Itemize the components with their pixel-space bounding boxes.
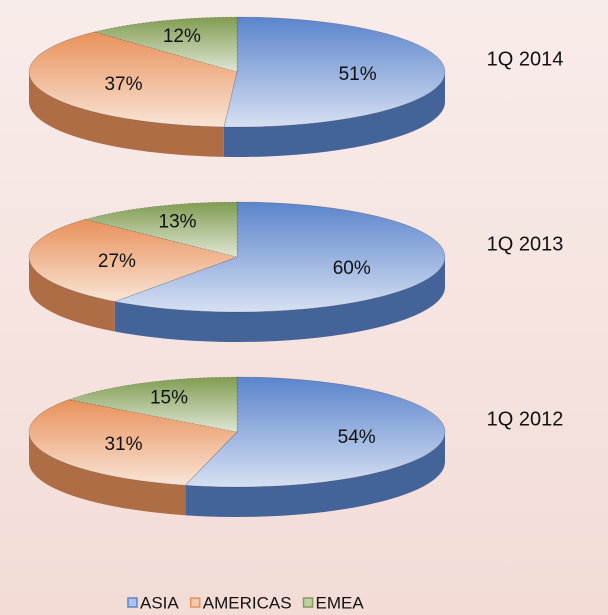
legend-label: AMERICAS <box>203 593 292 612</box>
data-label: 12% <box>163 26 201 47</box>
data-label: 51% <box>339 64 377 85</box>
pie-slice <box>223 16 446 128</box>
data-label: 13% <box>159 212 197 233</box>
pie-side <box>29 72 224 157</box>
pie-title: 1Q 2013 <box>487 233 564 255</box>
legend-swatch <box>190 597 201 608</box>
pie-side <box>223 72 445 157</box>
pie-slice <box>84 201 238 258</box>
data-label: 54% <box>338 427 376 448</box>
pie-slice <box>184 376 446 488</box>
pie-title: 1Q 2014 <box>487 48 564 70</box>
pie-side <box>28 432 186 516</box>
data-label: 27% <box>98 251 136 272</box>
pie-slice <box>113 201 446 313</box>
pie-slice <box>28 399 238 486</box>
data-label: 37% <box>104 74 142 95</box>
pie-slice <box>28 219 239 302</box>
pie-side <box>114 257 446 342</box>
legend-swatch <box>127 597 138 608</box>
pie-side <box>185 432 445 518</box>
pie-title: 1Q 2012 <box>487 408 564 430</box>
pie-side <box>29 257 115 332</box>
data-label: 31% <box>104 434 142 455</box>
pie-slice <box>93 16 238 73</box>
legend-label: EMEA <box>316 593 365 612</box>
pie-slice <box>28 31 238 128</box>
legend-swatch <box>302 597 314 608</box>
data-label: 60% <box>333 258 371 279</box>
legend-label: ASIA <box>140 593 179 612</box>
data-label: 15% <box>150 388 188 409</box>
pie-slice <box>67 376 238 433</box>
